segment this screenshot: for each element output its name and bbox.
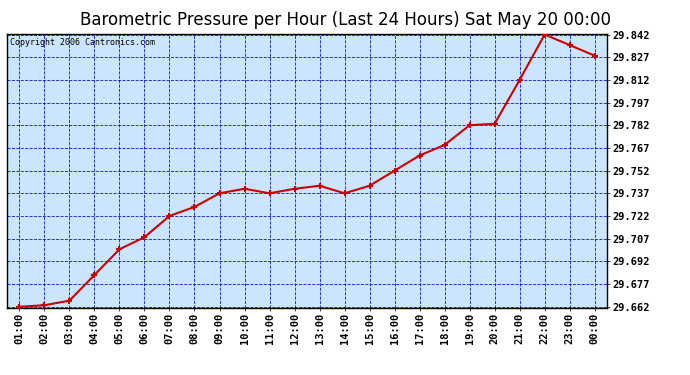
Text: Copyright 2006 Cantronics.com: Copyright 2006 Cantronics.com — [10, 38, 155, 47]
Text: Barometric Pressure per Hour (Last 24 Hours) Sat May 20 00:00: Barometric Pressure per Hour (Last 24 Ho… — [79, 11, 611, 29]
